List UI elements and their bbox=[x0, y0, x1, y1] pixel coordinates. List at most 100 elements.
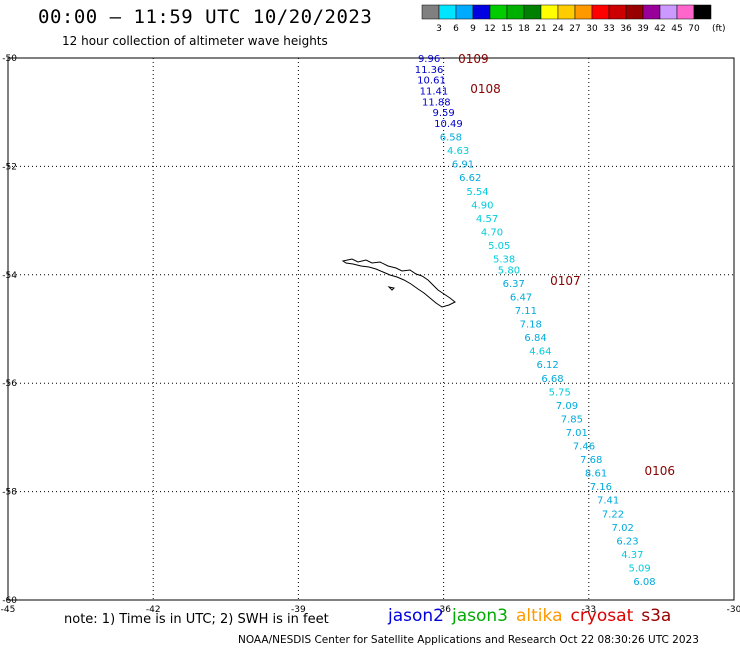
wave-height-label: 6.84 bbox=[524, 333, 546, 344]
track-id-labels: 0109 0108 0107 0106 bbox=[458, 52, 675, 478]
color-scale-swatch bbox=[489, 4, 508, 20]
latitude-tick-label: -50 bbox=[2, 54, 17, 64]
wave-height-label: 7.41 bbox=[597, 496, 619, 507]
wave-height-label: 9.96 bbox=[418, 54, 440, 65]
color-scale-label: 18 bbox=[518, 24, 530, 34]
color-scale-label: 9 bbox=[470, 24, 476, 34]
wave-height-label: 4.90 bbox=[471, 200, 493, 211]
wave-height-label: 8.61 bbox=[585, 469, 607, 480]
color-scale-swatch bbox=[591, 4, 610, 20]
wave-height-label: 5.09 bbox=[628, 563, 650, 574]
wave-height-label: 7.68 bbox=[580, 455, 602, 466]
wave-height-label: 7.16 bbox=[590, 482, 612, 493]
color-scale-label: 3 bbox=[436, 24, 442, 34]
track-id-label: 0108 bbox=[470, 82, 501, 96]
longitude-tick-label: -45 bbox=[1, 605, 16, 615]
color-scale-swatch bbox=[557, 4, 576, 20]
color-scale-legend: 3 6 9 12 15 18 21 24 27 30 33 36 39 42 45 70 (ft) bbox=[421, 4, 726, 34]
wave-height-label: 7.85 bbox=[561, 414, 583, 425]
latitude-tick-label: -52 bbox=[2, 162, 17, 172]
color-scale-label: 24 bbox=[552, 24, 564, 34]
wave-height-label: 9.59 bbox=[432, 108, 454, 119]
color-scale-swatch bbox=[523, 4, 542, 20]
map-title: 00:00 – 11:59 UTC 10/20/2023 bbox=[38, 6, 373, 28]
color-scale-label: 39 bbox=[637, 24, 649, 34]
color-scale-swatch bbox=[659, 4, 678, 20]
color-scale-label: 42 bbox=[654, 24, 665, 34]
wave-height-label: 6.91 bbox=[452, 160, 474, 171]
wave-height-label: 5.75 bbox=[549, 387, 571, 398]
color-scale-label: 70 bbox=[688, 24, 700, 34]
south-georgia-island-outline bbox=[341, 258, 456, 308]
satellite-cryosat: cryosat bbox=[570, 606, 634, 626]
map-subtitle: 12 hour collection of altimeter wave hei… bbox=[62, 34, 328, 48]
longitude-tick-label: -33 bbox=[581, 605, 596, 615]
wave-height-label: 7.22 bbox=[602, 509, 624, 520]
color-scale-label: 27 bbox=[569, 24, 580, 34]
wave-height-label: 6.08 bbox=[633, 577, 655, 588]
track-id-label: 0106 bbox=[644, 464, 675, 478]
wave-height-label: 4.37 bbox=[621, 550, 643, 561]
color-scale-swatch bbox=[642, 4, 661, 20]
color-scale-label: 21 bbox=[535, 24, 546, 34]
wave-height-label: 4.64 bbox=[529, 347, 551, 358]
latitude-tick-label: -60 bbox=[2, 596, 17, 606]
lat-lon-grid: -45 -42 -39 -36 -33 -30 -50 -52 -54 -56 -58 -60 bbox=[1, 54, 740, 615]
wave-height-label: 6.47 bbox=[510, 292, 532, 303]
map-frame bbox=[7, 57, 735, 601]
satellite-jason2: jason2 bbox=[388, 606, 444, 626]
color-scale-swatch bbox=[693, 4, 712, 20]
longitude-tick-label: -39 bbox=[291, 605, 306, 615]
longitude-tick-label: -42 bbox=[146, 605, 161, 615]
footer-note: note: 1) Time is in UTC; 2) SWH is in fe… bbox=[64, 612, 329, 627]
wave-height-label: 10.61 bbox=[417, 76, 446, 87]
color-scale-label: 36 bbox=[620, 24, 632, 34]
wave-height-label: 10.49 bbox=[434, 119, 463, 130]
color-scale-swatch bbox=[676, 4, 695, 20]
track-id-label: 0107 bbox=[550, 274, 581, 288]
color-scale-swatch bbox=[455, 4, 474, 20]
wave-height-label: 6.62 bbox=[459, 173, 481, 184]
wave-height-label: 11.88 bbox=[422, 97, 451, 108]
satellite-legend: jason2 jason3 altika cryosat s3a bbox=[388, 606, 679, 626]
longitude-tick-label: -30 bbox=[727, 605, 740, 615]
longitude-tick-label: -36 bbox=[436, 605, 451, 615]
satellite-s3a: s3a bbox=[641, 606, 672, 626]
color-scale-label: 15 bbox=[501, 24, 512, 34]
color-scale-swatch bbox=[608, 4, 627, 20]
wave-height-label: 11.41 bbox=[420, 87, 449, 98]
color-scale-label: 45 bbox=[671, 24, 682, 34]
wave-height-label: 7.46 bbox=[573, 442, 595, 453]
wave-height-label: 6.12 bbox=[537, 360, 559, 371]
satellite-altika: altika bbox=[516, 606, 563, 626]
wave-height-label: 7.18 bbox=[520, 320, 542, 331]
wave-height-label: 5.05 bbox=[488, 241, 510, 252]
wave-height-label: 11.36 bbox=[415, 65, 444, 76]
wave-height-label: 7.02 bbox=[612, 523, 634, 534]
wave-height-label: 5.54 bbox=[466, 187, 488, 198]
wave-height-label: 7.09 bbox=[556, 401, 578, 412]
satellite-jason3: jason3 bbox=[452, 606, 508, 626]
color-scale-swatch bbox=[421, 4, 440, 20]
wave-height-label: 7.01 bbox=[566, 428, 588, 439]
latitude-tick-label: -54 bbox=[2, 271, 17, 281]
footer-credit: NOAA/NESDIS Center for Satellite Applica… bbox=[238, 634, 699, 646]
wave-height-label: 6.58 bbox=[440, 133, 462, 144]
wave-height-label: 7.11 bbox=[515, 306, 537, 317]
wave-height-label: 6.68 bbox=[541, 374, 563, 385]
latitude-tick-label: -58 bbox=[2, 488, 17, 498]
wave-height-label: 6.37 bbox=[503, 279, 525, 290]
color-scale-swatch bbox=[472, 4, 491, 20]
wave-height-label: 4.63 bbox=[447, 146, 469, 157]
color-scale-swatch bbox=[625, 4, 644, 20]
color-scale-swatch bbox=[506, 4, 525, 20]
color-scale-swatch bbox=[574, 4, 593, 20]
wave-height-label: 5.80 bbox=[498, 265, 520, 276]
color-scale-label: 12 bbox=[484, 24, 495, 34]
color-scale-swatch bbox=[438, 4, 457, 20]
color-scale-label: 6 bbox=[453, 24, 459, 34]
latitude-tick-label: -56 bbox=[2, 379, 17, 389]
